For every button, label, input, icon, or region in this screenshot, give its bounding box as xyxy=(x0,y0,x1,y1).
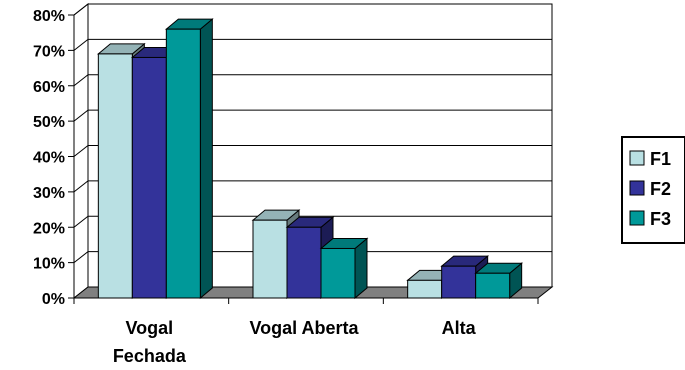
y-tick-label: 20% xyxy=(33,220,65,237)
gridline-side xyxy=(73,109,89,122)
gridline-side xyxy=(73,251,89,264)
bar-front xyxy=(97,53,133,299)
y-axis-ticks: 0% 10% 20% 30% 40% 50% 60% 70% 80% xyxy=(33,8,75,308)
bar-front xyxy=(286,226,322,299)
x-category-label: Vogal xyxy=(125,318,173,338)
y-tick-label: 80% xyxy=(33,8,65,25)
x-category-label: Alta xyxy=(442,318,477,338)
gridline-side xyxy=(73,74,89,87)
y-tick-label: 30% xyxy=(33,185,65,202)
y-tick-label: 70% xyxy=(33,43,65,60)
gridline-side xyxy=(73,180,89,193)
y-tick-label: 50% xyxy=(33,114,65,131)
bar-front xyxy=(165,28,201,299)
bar-front xyxy=(441,265,477,299)
bar-front xyxy=(407,279,443,299)
legend-label-F1: F1 xyxy=(650,149,671,169)
x-category-label: Vogal Aberta xyxy=(249,318,359,338)
gridline-side xyxy=(73,215,89,228)
bar-side xyxy=(199,18,213,300)
x-axis-labels: Vogal Fechada Vogal Aberta Alta xyxy=(73,298,539,366)
bar-F3-0 xyxy=(164,18,214,300)
x-category-label: Fechada xyxy=(113,346,187,366)
y-tick-label: 40% xyxy=(33,150,65,167)
y-tick-label: 10% xyxy=(33,256,65,273)
bar-front xyxy=(252,219,288,299)
bar-front xyxy=(475,272,511,299)
bar-F3-2 xyxy=(474,262,524,300)
y-tick-label: 60% xyxy=(33,79,65,96)
legend-swatch-F1 xyxy=(629,150,645,166)
legend-swatch-F2 xyxy=(629,180,645,196)
bar-F3-1 xyxy=(319,237,369,300)
legend-label-F3: F3 xyxy=(650,209,671,229)
gridline-side xyxy=(73,145,89,157)
gridline-side xyxy=(73,3,89,16)
bar-front xyxy=(320,247,356,299)
y-tick-label: 0% xyxy=(42,291,65,308)
legend: F1 F2 F3 xyxy=(621,136,685,244)
gridline-side xyxy=(73,38,89,51)
legend-swatch-F3 xyxy=(629,210,645,226)
legend-label-F2: F2 xyxy=(650,179,671,199)
bar-front xyxy=(131,56,167,299)
bars xyxy=(96,18,524,300)
